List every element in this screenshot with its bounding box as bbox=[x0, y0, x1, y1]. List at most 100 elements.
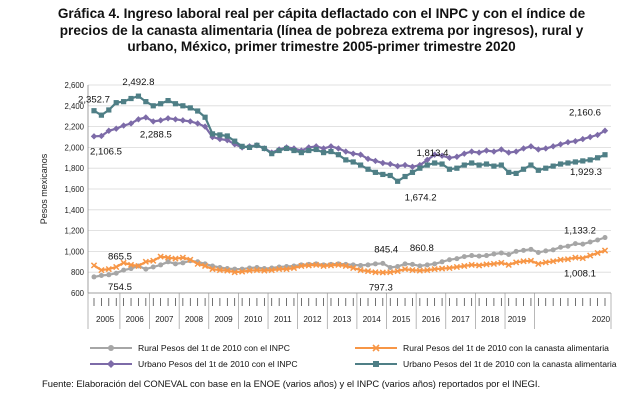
data-point-urbano-canasta bbox=[320, 150, 327, 156]
data-point-rural-inpc bbox=[506, 252, 512, 258]
data-point-rural-canasta bbox=[120, 259, 127, 266]
data-point-rural-canasta bbox=[98, 266, 105, 274]
data-point-rural-inpc bbox=[158, 262, 164, 268]
data-point-urbano-canasta bbox=[135, 93, 142, 99]
data-point-rural-inpc bbox=[424, 262, 430, 268]
data-point-rural-canasta bbox=[572, 254, 579, 261]
data-point-urbano-inpc bbox=[527, 143, 535, 150]
data-point-rural-canasta bbox=[446, 264, 453, 272]
x-year-label: 2019 bbox=[508, 315, 527, 324]
data-point-rural-inpc bbox=[491, 251, 497, 257]
data-point-urbano-canasta bbox=[461, 162, 467, 168]
data-point-rural-canasta bbox=[276, 265, 283, 273]
data-point-urbano-inpc bbox=[564, 139, 572, 146]
data-label: 2,288.5 bbox=[140, 129, 172, 140]
data-point-urbano-inpc bbox=[157, 117, 164, 124]
data-point-urbano-canasta bbox=[269, 151, 275, 157]
data-point-rural-inpc bbox=[587, 239, 593, 245]
data-point-urbano-inpc bbox=[557, 141, 564, 148]
data-point-rural-inpc bbox=[476, 253, 482, 259]
line-chart: 600 800 1,000 1,200 1,400 1,600 1,800 2,000 2,20… bbox=[39, 77, 612, 329]
data-point-urbano-canasta bbox=[446, 166, 453, 172]
data-point-urbano-canasta bbox=[343, 157, 349, 163]
data-point-urbano-canasta bbox=[506, 169, 512, 175]
data-point-urbano-inpc bbox=[320, 145, 327, 152]
data-point-urbano-inpc bbox=[142, 114, 150, 121]
data-label: 754.5 bbox=[108, 282, 132, 293]
data-point-rural-canasta bbox=[475, 262, 483, 269]
data-point-rural-canasta bbox=[164, 254, 172, 261]
y-tick-label: 1,800 bbox=[64, 164, 84, 173]
data-point-rural-canasta bbox=[313, 261, 320, 269]
data-point-rural-canasta bbox=[253, 266, 261, 274]
data-point-urbano-canasta bbox=[594, 155, 601, 161]
data-point-urbano-inpc bbox=[461, 150, 468, 157]
data-point-rural-canasta bbox=[587, 252, 594, 259]
data-point-urbano-canasta bbox=[498, 162, 504, 168]
x-year-label: 2009 bbox=[214, 315, 233, 324]
data-point-urbano-inpc bbox=[120, 122, 127, 129]
x-year-label: 2007 bbox=[155, 315, 174, 324]
data-point-rural-inpc bbox=[372, 261, 378, 267]
series-line-rural-canasta bbox=[93, 249, 606, 274]
data-point-urbano-inpc bbox=[98, 132, 105, 140]
data-point-urbano-canasta bbox=[439, 161, 445, 167]
data-point-urbano-canasta bbox=[432, 160, 438, 166]
data-point-urbano-inpc bbox=[424, 156, 431, 164]
title-line-3: urbano, México, primer trimestre 2005-pr… bbox=[127, 39, 516, 54]
data-point-urbano-inpc bbox=[542, 145, 549, 152]
data-point-urbano-inpc bbox=[549, 143, 557, 150]
data-point-urbano-inpc bbox=[505, 149, 512, 156]
data-point-urbano-canasta bbox=[365, 166, 371, 172]
data-point-rural-canasta bbox=[201, 262, 209, 270]
data-point-urbano-inpc bbox=[387, 160, 394, 168]
data-point-urbano-inpc bbox=[579, 135, 586, 143]
data-point-rural-canasta bbox=[90, 262, 98, 269]
data-point-rural-canasta bbox=[105, 265, 112, 273]
data-point-urbano-inpc bbox=[150, 118, 157, 125]
data-point-urbano-canasta bbox=[202, 114, 208, 120]
data-point-rural-canasta bbox=[298, 262, 305, 270]
data-point-rural-inpc bbox=[143, 266, 149, 272]
data-label: 2,492.8 bbox=[122, 77, 154, 88]
data-point-rural-canasta bbox=[483, 261, 490, 268]
data-label: 860.8 bbox=[410, 243, 434, 254]
data-point-rural-canasta bbox=[520, 258, 527, 265]
data-label: 2,160.6 bbox=[569, 108, 601, 119]
data-point-urbano-canasta bbox=[587, 157, 593, 163]
data-point-urbano-inpc bbox=[475, 149, 483, 156]
y-tick-label: 2,000 bbox=[64, 143, 84, 152]
data-point-rural-inpc bbox=[106, 272, 112, 278]
data-point-urbano-canasta bbox=[158, 101, 164, 107]
data-point-urbano-inpc bbox=[113, 125, 120, 132]
data-point-urbano-canasta bbox=[298, 150, 304, 156]
data-point-rural-inpc bbox=[439, 259, 445, 265]
data-point-rural-canasta bbox=[127, 261, 135, 269]
data-point-urbano-canasta bbox=[350, 159, 356, 165]
legend-label-urbano-canasta: Urbano Pesos del 1t de 2010 con la canas… bbox=[403, 359, 617, 369]
data-point-urbano-inpc bbox=[327, 143, 335, 150]
data-point-urbano-inpc bbox=[179, 117, 187, 124]
data-point-urbano-canasta bbox=[128, 95, 134, 102]
data-point-rural-canasta bbox=[594, 249, 601, 257]
data-point-urbano-inpc bbox=[364, 155, 372, 163]
data-point-urbano-canasta bbox=[372, 169, 379, 175]
legend-label-urbano-inpc: Urbano Pesos del 1t de 2010 con el INPC bbox=[138, 359, 298, 369]
data-point-urbano-canasta bbox=[291, 147, 297, 154]
x-year-label: 2016 bbox=[422, 315, 441, 324]
data-point-rural-canasta bbox=[564, 256, 572, 263]
x-year-label: 2010 bbox=[244, 315, 263, 324]
data-label: 1,133.2 bbox=[564, 226, 596, 237]
data-point-rural-canasta bbox=[268, 266, 275, 274]
x-year-label: 2008 bbox=[185, 315, 204, 324]
data-point-urbano-canasta bbox=[283, 145, 290, 152]
data-point-urbano-inpc bbox=[535, 146, 542, 153]
data-point-urbano-canasta bbox=[254, 142, 260, 148]
data-point-urbano-inpc bbox=[350, 150, 357, 157]
x-year-label: 2018 bbox=[481, 315, 500, 324]
data-point-rural-inpc bbox=[358, 262, 364, 268]
data-point-rural-canasta bbox=[320, 262, 327, 270]
data-point-urbano-inpc bbox=[201, 123, 209, 130]
data-point-urbano-canasta bbox=[513, 170, 519, 176]
data-point-rural-canasta bbox=[372, 269, 379, 276]
